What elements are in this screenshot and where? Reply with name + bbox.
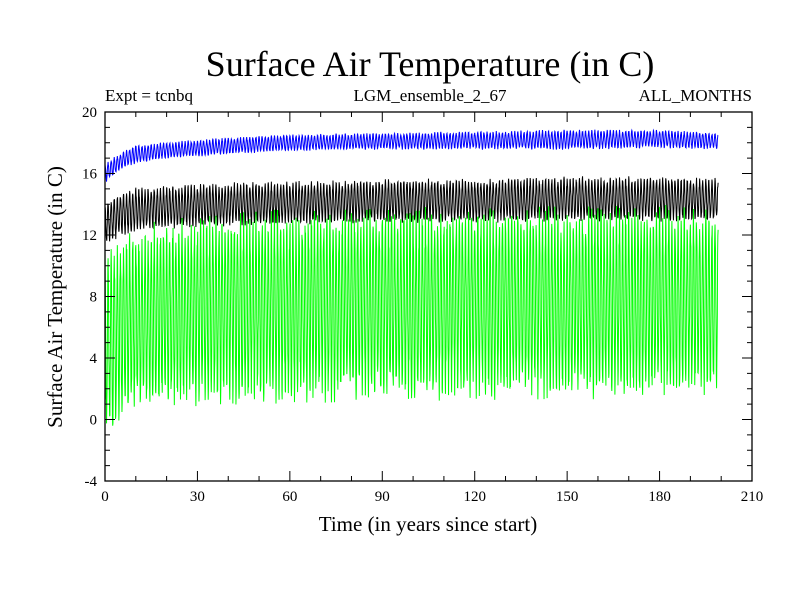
chart-title: Surface Air Temperature (in C)	[206, 44, 655, 84]
series-layer	[104, 128, 719, 426]
x-tick-label: 210	[741, 489, 764, 505]
x-tick-label: 0	[101, 489, 109, 505]
x-tick-label: 60	[282, 489, 297, 505]
series-1	[104, 128, 719, 182]
y-tick-label: 0	[90, 413, 98, 429]
series-line-3	[104, 204, 719, 426]
plot-frame	[104, 111, 753, 482]
x-tick-label: 180	[648, 489, 671, 505]
series-line-1	[104, 128, 719, 182]
series-line-2	[104, 176, 719, 242]
y-tick-label: 8	[90, 290, 98, 306]
series-2	[104, 176, 719, 242]
x-tick-label: 150	[556, 489, 579, 505]
y-tick-label: 16	[82, 167, 98, 183]
ensemble-label: LGM_ensemble_2_67	[354, 86, 507, 105]
y-tick-label: -4	[85, 474, 98, 490]
months-label: ALL_MONTHS	[639, 86, 752, 105]
x-tick-label: 120	[463, 489, 486, 505]
experiment-label: Expt = tcnbq	[105, 86, 193, 105]
x-tick-label: 90	[375, 489, 390, 505]
y-tick-label: 4	[90, 351, 98, 367]
y-axis-label: Surface Air Temperature (in C)	[43, 166, 67, 428]
y-tick-label: 20	[82, 105, 97, 121]
series-3	[104, 204, 719, 426]
y-tick-label: 12	[82, 228, 97, 244]
x-tick-label: 30	[190, 489, 205, 505]
x-axis-label: Time (in years since start)	[319, 512, 538, 536]
